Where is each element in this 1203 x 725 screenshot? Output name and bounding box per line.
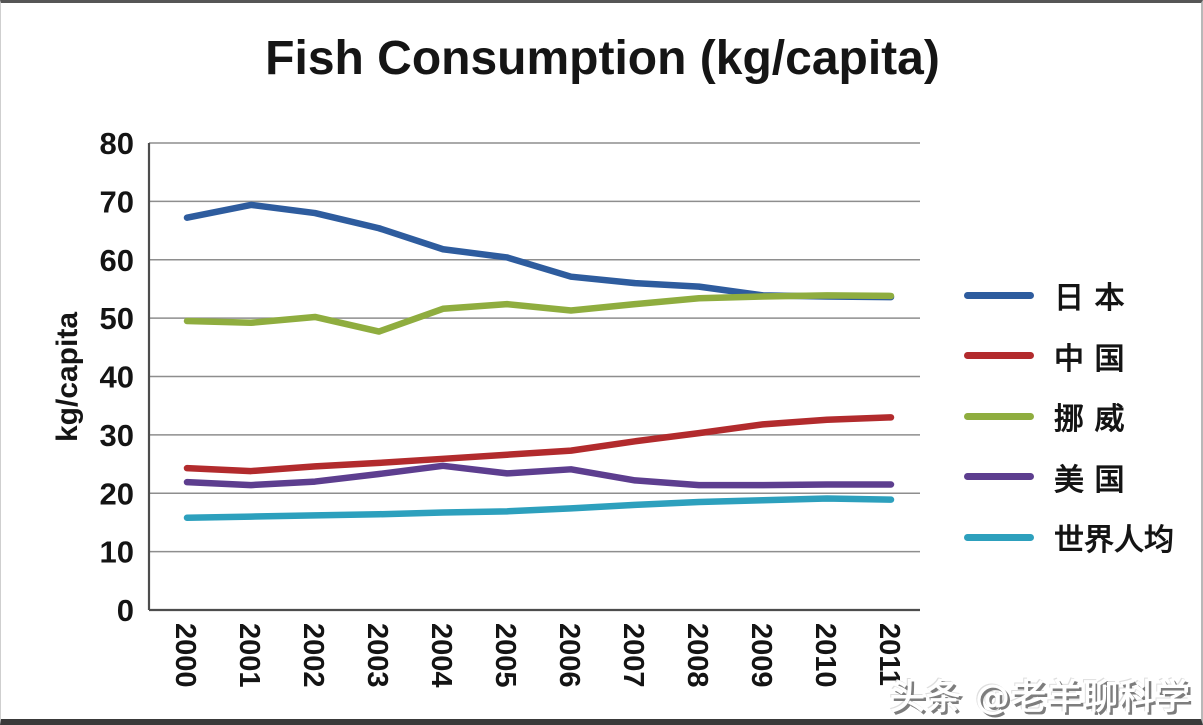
y-tick-label: 20 <box>100 476 134 511</box>
legend-item-2: 挪 威 <box>964 386 1189 447</box>
x-tick-label: 2001 <box>233 623 265 688</box>
legend-item-0: 日 本 <box>964 265 1189 326</box>
legend-swatch-icon <box>964 533 1034 541</box>
chart-title: Fish Consumption (kg/capita) <box>265 32 940 85</box>
legend-item-1: 中 国 <box>964 326 1189 387</box>
y-tick-label: 80 <box>100 126 134 161</box>
y-tick-label: 60 <box>100 243 134 278</box>
series-line-3 <box>183 462 895 489</box>
chart-canvas: 0 10 20 30 40 50 60 70 80 2000 2001 2002 2003 2004 200… <box>100 126 920 688</box>
legend-swatch-icon <box>964 291 1034 299</box>
y-tick-label: 70 <box>100 184 134 219</box>
legend-label: 挪 威 <box>1054 402 1125 438</box>
x-tick-label: 2005 <box>489 623 521 688</box>
legend: 日 本中 国挪 威美 国世界人均 <box>964 265 1189 568</box>
legend-label: 日 本 <box>1054 281 1125 317</box>
watermark: 头条 @老羊聊科学 <box>889 678 1191 718</box>
legend-label: 中 国 <box>1054 341 1125 377</box>
series-line-1 <box>183 414 895 475</box>
x-tick-label: 2010 <box>809 623 841 688</box>
legend-label: 世界人均 <box>1054 523 1174 559</box>
series-line-4 <box>183 495 895 522</box>
x-tick-label: 2004 <box>425 623 457 688</box>
y-tick-label: 30 <box>100 418 134 453</box>
legend-swatch-icon <box>964 352 1034 360</box>
legend-swatch-icon <box>964 412 1034 420</box>
x-tick-label: 2002 <box>297 623 329 688</box>
y-tick-label: 40 <box>100 360 134 395</box>
x-tick-label: 2009 <box>745 623 777 688</box>
legend-item-4: 世界人均 <box>964 507 1189 568</box>
y-tick-label: 10 <box>100 535 134 570</box>
legend-label: 美 国 <box>1054 462 1125 498</box>
x-tick-label: 2003 <box>361 623 393 688</box>
series-line-2 <box>183 292 895 335</box>
y-tick-label: 0 <box>117 593 134 628</box>
x-tick-label: 2007 <box>617 623 649 688</box>
legend-swatch-icon <box>964 473 1034 481</box>
legend-item-3: 美 国 <box>964 447 1189 508</box>
y-tick-label: 50 <box>100 301 134 336</box>
x-tick-label: 2006 <box>553 623 585 688</box>
x-tick-label: 2011 <box>873 623 905 686</box>
series-line-0 <box>183 201 895 301</box>
x-tick-label: 2008 <box>681 623 713 688</box>
x-tick-label: 2000 <box>169 623 201 688</box>
